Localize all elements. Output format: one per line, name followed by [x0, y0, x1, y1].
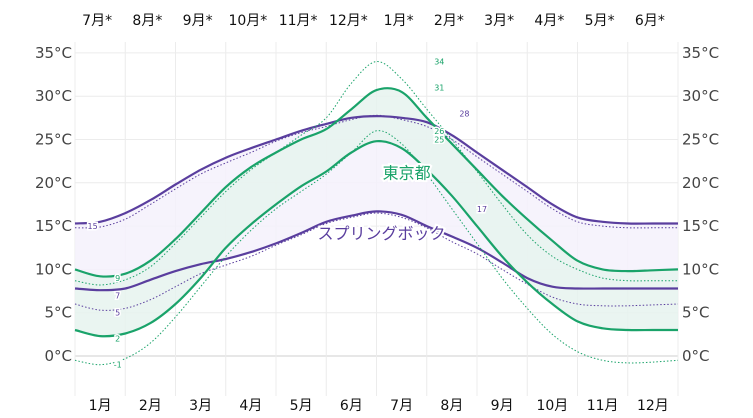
x-tick-label-bottom: 12月 [637, 398, 669, 414]
annotation-label: 2 [115, 335, 120, 344]
y-tick-label-right: 10°C [682, 260, 719, 278]
band-tokyo [75, 88, 678, 337]
x-tick-label-top: 8月* [132, 13, 162, 29]
x-tick-label-top: 2月* [434, 13, 464, 29]
x-tick-label-bottom: 6月 [340, 398, 363, 414]
series-label: 東京都 [383, 163, 431, 182]
annotation-label: 26 [434, 127, 444, 136]
y-tick-label-left: 20°C [35, 174, 72, 192]
y-tick-label-right: 30°C [682, 87, 719, 105]
high-line-tokyo [74, 87, 679, 278]
min-low-line-tokyo [74, 130, 679, 366]
y-tick-label-right: 25°C [682, 131, 719, 149]
y-tick-label-right: 20°C [682, 174, 719, 192]
y-tick-label-right: 35°C [682, 44, 719, 62]
x-tick-label-bottom: 7月 [390, 398, 413, 414]
x-tick-label-top: 1月* [384, 13, 414, 29]
x-tick-label-bottom: 4月 [239, 398, 262, 414]
x-tick-label-bottom: 5月 [290, 398, 313, 414]
x-axis-top: 7月* 8月* 9月* 10月* 11月* 12月* 1月* 2月* 3月* 4月* 5月* 6月* [82, 13, 665, 29]
x-tick-label-bottom: 10月 [536, 398, 568, 414]
y-axis-left: 0°C 5°C 10°C 15°C 20°C 25°C 30°C 35°C [35, 44, 72, 365]
low-line-springbok [74, 210, 678, 292]
x-tick-label-top: 6月* [635, 13, 665, 29]
x-tick-label-top: 11月* [279, 13, 318, 29]
x-tick-label-top: 4月* [534, 13, 564, 29]
low-line-tokyo [74, 140, 678, 338]
y-tick-label-left: 0°C [44, 347, 72, 365]
x-tick-label-top: 12月* [329, 13, 368, 29]
x-tick-label-top: 3月* [484, 13, 514, 29]
series-label: スプリングボック [318, 224, 446, 243]
x-tick-label-bottom: 3月 [189, 398, 212, 414]
y-tick-label-left: 35°C [35, 44, 72, 62]
annotation-label: 25 [434, 136, 444, 145]
y-tick-label-left: 15°C [35, 217, 72, 235]
annotation-label: 34 [434, 58, 444, 67]
x-tick-label-bottom: 9月 [491, 398, 514, 414]
y-tick-label-right: 5°C [682, 304, 710, 322]
temperature-lines [74, 61, 679, 366]
min-low-line-springbok [74, 212, 679, 311]
annotation-label: 7 [115, 291, 120, 300]
x-axis-bottom: 1月 2月 3月 4月 5月 6月 7月 8月 9月 10月 11月 12月 [89, 398, 669, 414]
x-tick-label-top: 9月* [183, 13, 213, 29]
high-line-springbok [74, 114, 678, 225]
annotation-label: 9 [115, 274, 120, 283]
y-tick-label-left: 5°C [44, 304, 72, 322]
annotation-label: -1 [114, 361, 122, 370]
annotation-label: 17 [477, 205, 487, 214]
x-tick-label-top: 10月* [228, 13, 267, 29]
annotation-label: 28 [459, 110, 469, 119]
x-tick-label-bottom: 8月 [440, 398, 463, 414]
x-tick-label-top: 5月* [585, 13, 615, 29]
x-tick-label-bottom: 2月 [139, 398, 162, 414]
y-tick-label-right: 0°C [682, 347, 710, 365]
annotation-label: 5 [115, 309, 120, 318]
x-tick-label-top: 7月* [82, 13, 112, 29]
x-tick-label-bottom: 1月 [89, 398, 112, 414]
y-tick-label-left: 30°C [35, 87, 72, 105]
x-tick-label-bottom: 11月 [587, 398, 619, 414]
y-tick-label-right: 15°C [682, 217, 719, 235]
annotation-label: 31 [434, 84, 444, 93]
y-tick-label-left: 25°C [35, 131, 72, 149]
y-tick-label-left: 10°C [35, 260, 72, 278]
y-axis-right: 0°C 5°C 10°C 15°C 20°C 25°C 30°C 35°C [682, 44, 719, 365]
annotation-label: 15 [87, 222, 97, 231]
